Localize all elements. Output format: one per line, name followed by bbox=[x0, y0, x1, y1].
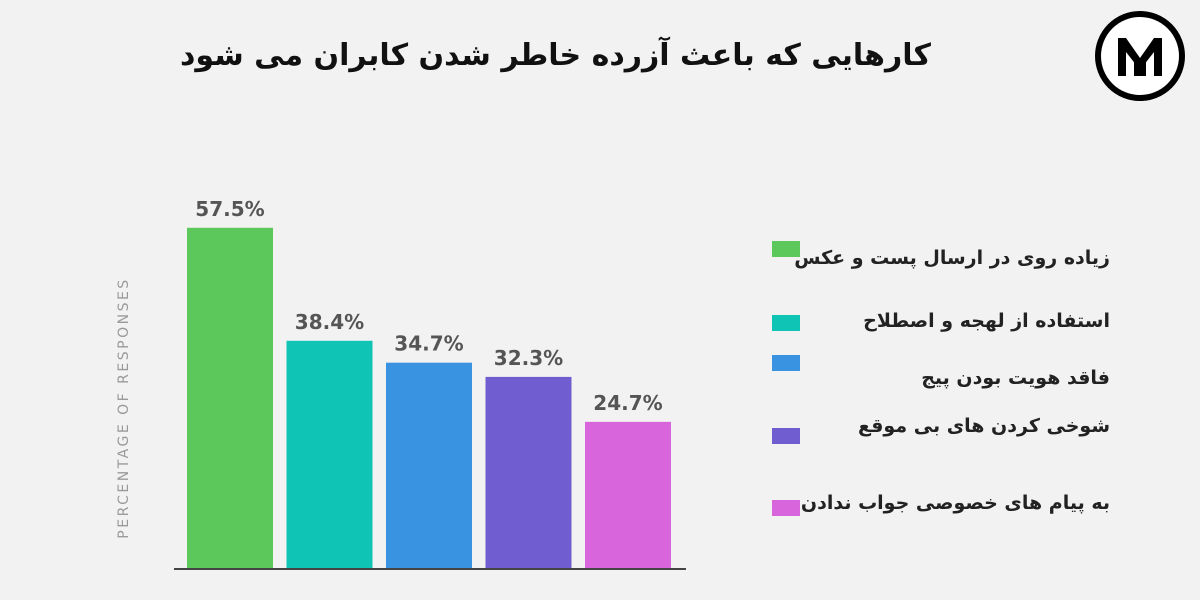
legend-swatch-3 bbox=[772, 355, 800, 371]
legend: زیاده روی در ارسال پست و عکس استفاده از ل… bbox=[770, 230, 1150, 530]
bar-3 bbox=[386, 362, 472, 568]
bar-value-label: 34.7% bbox=[394, 332, 463, 356]
legend-label-5: به پیام های خصوصی جواب ندادن bbox=[800, 492, 1110, 514]
legend-label-4: شوخی کردن های بی موقع bbox=[858, 415, 1110, 437]
legend-label-3: فاقد هویت بودن پیج bbox=[921, 367, 1110, 389]
legend-swatch-5 bbox=[772, 500, 800, 516]
bar-4 bbox=[485, 376, 572, 568]
legend-label-2: استفاده از لهجه و اصطلاح bbox=[863, 310, 1110, 332]
bar-value-label: 32.3% bbox=[494, 346, 563, 370]
chart-title: کارهایی که باعث آزرده خاطر شدن کابران می… bbox=[180, 38, 931, 73]
bar-value-label: 38.4% bbox=[295, 310, 364, 334]
bar-1 bbox=[187, 227, 273, 568]
bar-value-label: 57.5% bbox=[195, 197, 264, 221]
bar-2 bbox=[286, 340, 373, 568]
legend-swatch-2 bbox=[772, 315, 800, 331]
legend-label-1: زیاده روی در ارسال پست و عکس bbox=[794, 247, 1110, 269]
bar-value-label: 24.7% bbox=[593, 391, 662, 415]
legend-swatch-1 bbox=[772, 241, 800, 257]
bar-5 bbox=[585, 421, 671, 568]
brand-logo bbox=[1095, 11, 1185, 101]
legend-swatch-4 bbox=[772, 428, 800, 444]
